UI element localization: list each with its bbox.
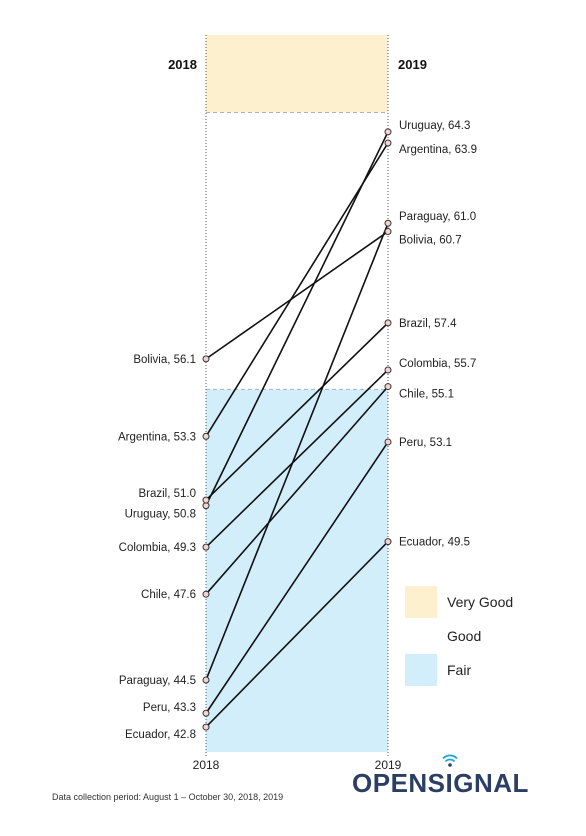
- legend-item-very-good: Very Good: [405, 585, 513, 619]
- legend-label-very-good: Very Good: [447, 594, 514, 610]
- band-good: [206, 112, 388, 390]
- label-2018-argentina: Argentina, 53.3: [118, 431, 196, 443]
- logo-text-part3: GNAL: [453, 768, 529, 798]
- point-2018-bolivia: [202, 355, 210, 363]
- legend-swatch-fair: [405, 654, 437, 686]
- signal-icon: [441, 754, 458, 767]
- logo-i: I: [441, 754, 458, 799]
- logo-text-part2: I: [445, 768, 454, 798]
- slope-line-colombia: [205, 369, 389, 548]
- legend-label-good: Good: [447, 628, 482, 644]
- slope-line-brazil: [205, 322, 389, 501]
- label-2018-chile: Chile, 47.6: [141, 589, 196, 601]
- point-2018-brazil: [202, 496, 210, 504]
- band-very-good: [206, 35, 388, 113]
- point-2019-peru: [384, 438, 392, 446]
- label-2018-bolivia: Bolivia, 56.1: [133, 354, 196, 366]
- legend: Very Good Good Fair: [405, 585, 513, 687]
- legend-item-fair: Fair: [405, 653, 513, 687]
- point-2019-paraguay: [384, 219, 392, 227]
- slope-line-argentina: [205, 142, 389, 437]
- point-2018-ecuador: [202, 723, 210, 731]
- point-2018-peru: [202, 709, 210, 717]
- label-2018-paraguay: Paraguay, 44.5: [119, 675, 196, 687]
- point-2019-brazil: [384, 319, 392, 327]
- label-2019-uruguay: Uruguay, 64.3: [399, 120, 470, 132]
- label-2019-colombia: Colombia, 55.7: [399, 358, 476, 370]
- point-2019-bolivia: [384, 228, 392, 236]
- header-left: 2018: [168, 57, 197, 72]
- label-2019-paraguay: Paraguay, 61.0: [399, 211, 476, 223]
- label-2019-ecuador: Ecuador, 49.5: [399, 537, 470, 549]
- x-tick-label: 2019: [375, 758, 402, 772]
- slope-line-chile: [205, 386, 389, 595]
- label-2018-uruguay: Uruguay, 50.8: [125, 509, 196, 521]
- label-2018-ecuador: Ecuador, 42.8: [125, 729, 196, 741]
- slope-line-uruguay: [205, 131, 389, 506]
- opensignal-logo: OPENS IGNAL: [352, 754, 529, 799]
- data-collection-footnote: Data collection period: August 1 – Octob…: [52, 792, 284, 802]
- slope-line-ecuador: [205, 541, 389, 728]
- point-2018-colombia: [202, 543, 210, 551]
- point-2018-paraguay: [202, 676, 210, 684]
- point-2018-chile: [202, 590, 210, 598]
- legend-label-fair: Fair: [447, 662, 472, 678]
- logo-text-part1: OPENS: [352, 768, 446, 798]
- label-2019-chile: Chile, 55.1: [399, 389, 454, 401]
- legend-swatch-good: [405, 620, 437, 652]
- label-2018-colombia: Colombia, 49.3: [119, 542, 196, 554]
- header-right: 2019: [398, 57, 427, 72]
- label-2019-argentina: Argentina, 63.9: [399, 144, 477, 156]
- slope-line-bolivia: [205, 230, 389, 360]
- point-2019-argentina: [384, 139, 392, 147]
- x-tick-label: 2018: [193, 758, 220, 772]
- point-2019-chile: [384, 383, 392, 391]
- label-2019-peru: Peru, 53.1: [399, 437, 452, 449]
- legend-swatch-very-good: [405, 586, 437, 618]
- label-2019-brazil: Brazil, 57.4: [399, 318, 457, 330]
- label-2018-peru: Peru, 43.3: [143, 702, 196, 714]
- slope-line-paraguay: [205, 222, 389, 681]
- point-2019-ecuador: [384, 538, 392, 546]
- point-2018-argentina: [202, 432, 210, 440]
- legend-item-good: Good: [405, 619, 513, 653]
- label-2019-bolivia: Bolivia, 60.7: [399, 235, 462, 247]
- label-2018-brazil: Brazil, 51.0: [138, 488, 196, 500]
- point-2019-colombia: [384, 366, 392, 374]
- band-fair: [206, 389, 388, 752]
- slope-line-peru: [205, 441, 389, 714]
- point-2019-uruguay: [384, 128, 392, 136]
